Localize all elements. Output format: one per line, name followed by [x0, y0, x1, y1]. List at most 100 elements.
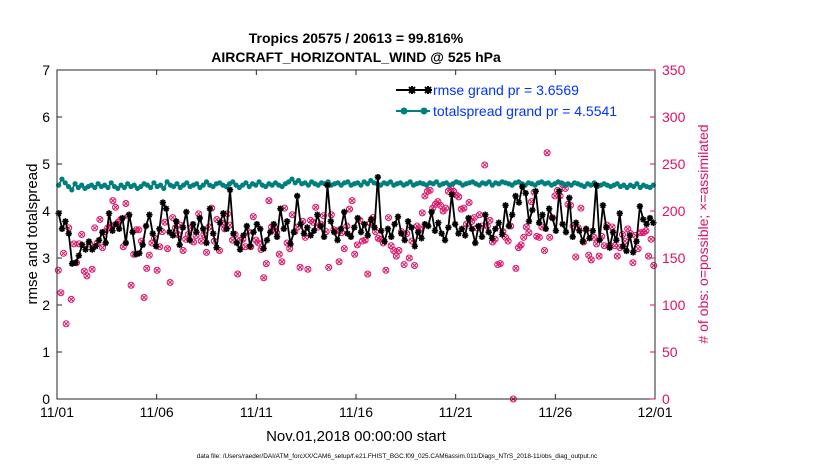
- rmse-point: [330, 228, 338, 236]
- rmse-point: [89, 246, 96, 253]
- rmse-point: [619, 243, 627, 250]
- obs-count-point: [392, 252, 400, 260]
- rmse-point: [240, 232, 247, 239]
- rmse-point: [186, 236, 193, 244]
- rmse-point: [310, 227, 318, 234]
- obs-count-point: [179, 246, 187, 254]
- obs-count-point: [455, 193, 463, 201]
- obs-count-point: [109, 197, 117, 205]
- rmse-point: [55, 210, 62, 217]
- obs-count-point: [543, 149, 551, 157]
- y-tick-label-right: 300: [662, 109, 686, 125]
- rmse-point: [646, 214, 654, 222]
- rmse-point: [650, 219, 657, 226]
- legend-spread-marker-right: [420, 107, 428, 115]
- obs-count-point: [364, 270, 372, 278]
- rmse-point: [226, 186, 234, 194]
- rmse-point: [166, 228, 173, 236]
- obs-count-point: [546, 233, 554, 241]
- obs-count-point: [99, 244, 106, 252]
- obs-count-point: [265, 197, 273, 205]
- obs-count-point: [122, 199, 130, 207]
- rmse-point: [62, 218, 69, 225]
- rmse-point: [149, 230, 156, 237]
- obs-count-point: [353, 241, 361, 249]
- rmse-point: [126, 211, 133, 218]
- rmse-point: [495, 219, 502, 226]
- obs-count-point: [405, 254, 413, 262]
- rmse-point: [401, 236, 408, 244]
- obs-count-point: [411, 262, 418, 270]
- rmse-point: [640, 216, 647, 223]
- rmse-point: [92, 243, 99, 250]
- y-tick-label-right: 50: [662, 344, 678, 360]
- rmse-point: [529, 206, 536, 214]
- rmse-point: [381, 238, 388, 245]
- spread-point: [184, 180, 190, 186]
- obs-count-point: [572, 253, 580, 261]
- rmse-point: [304, 224, 311, 231]
- obs-count-point: [385, 214, 392, 222]
- obs-count-point: [70, 240, 78, 248]
- rmse-point: [176, 241, 183, 249]
- rmse-point: [522, 189, 529, 197]
- rmse-point: [606, 244, 613, 251]
- rmse-point: [337, 225, 345, 233]
- obs-count-point: [325, 263, 333, 271]
- rmse-point: [482, 211, 489, 218]
- rmse-point: [438, 230, 445, 237]
- rmse-point: [216, 219, 224, 226]
- rmse-point: [230, 230, 237, 237]
- x-tick-label: 11/01: [40, 404, 74, 420]
- rmse-point: [314, 211, 321, 218]
- rmse-point: [502, 202, 509, 209]
- rmse-point: [85, 238, 93, 245]
- x-tick-label: 11/16: [339, 404, 373, 420]
- rmse-point: [562, 228, 570, 236]
- rmse-point: [236, 246, 244, 253]
- rmse-point: [428, 208, 435, 216]
- y-tick-label-left: 3: [42, 250, 50, 266]
- rmse-point: [297, 220, 304, 228]
- y-tick-label-right: 350: [662, 62, 686, 78]
- x-tick-label: 11/06: [140, 404, 174, 420]
- rmse-point: [572, 219, 580, 226]
- obs-count-point: [260, 274, 268, 282]
- obs-count-point: [629, 259, 637, 267]
- y-tick-label-left: 1: [42, 344, 50, 360]
- spread-point: [289, 176, 295, 182]
- obs-count-point: [203, 248, 210, 256]
- rmse-point: [643, 220, 650, 228]
- rmse-point: [287, 240, 294, 248]
- obs-count-point: [229, 236, 236, 244]
- rmse-point: [273, 233, 281, 241]
- rmse-point: [451, 220, 459, 228]
- rmse-point: [488, 235, 496, 242]
- rmse-point: [498, 231, 506, 238]
- rmse-point: [210, 230, 217, 237]
- rmse-point: [300, 230, 308, 237]
- rmse-point: [347, 233, 355, 241]
- spread-point: [62, 180, 68, 186]
- rmse-point: [324, 181, 331, 189]
- rmse-line: [57, 177, 655, 265]
- rmse-point: [468, 225, 476, 233]
- rmse-point: [250, 228, 257, 236]
- rmse-point: [341, 208, 348, 216]
- rmse-point: [569, 233, 576, 241]
- rmse-point: [203, 239, 210, 247]
- legend-rmse-marker-right: [424, 86, 432, 94]
- y-tick-label-right: 250: [662, 156, 686, 172]
- obs-count-point: [135, 226, 143, 234]
- rmse-point: [377, 227, 385, 234]
- rmse-point: [65, 230, 72, 237]
- rmse-point: [68, 260, 76, 267]
- rmse-point: [152, 243, 160, 250]
- rmse-point: [179, 224, 187, 231]
- y-tick-label-left: 2: [42, 297, 50, 313]
- spread-point: [634, 181, 640, 187]
- obs-count-point: [145, 251, 153, 259]
- rmse-point: [629, 249, 637, 256]
- rmse-point: [213, 244, 220, 251]
- y-tick-label-right: 200: [662, 203, 686, 219]
